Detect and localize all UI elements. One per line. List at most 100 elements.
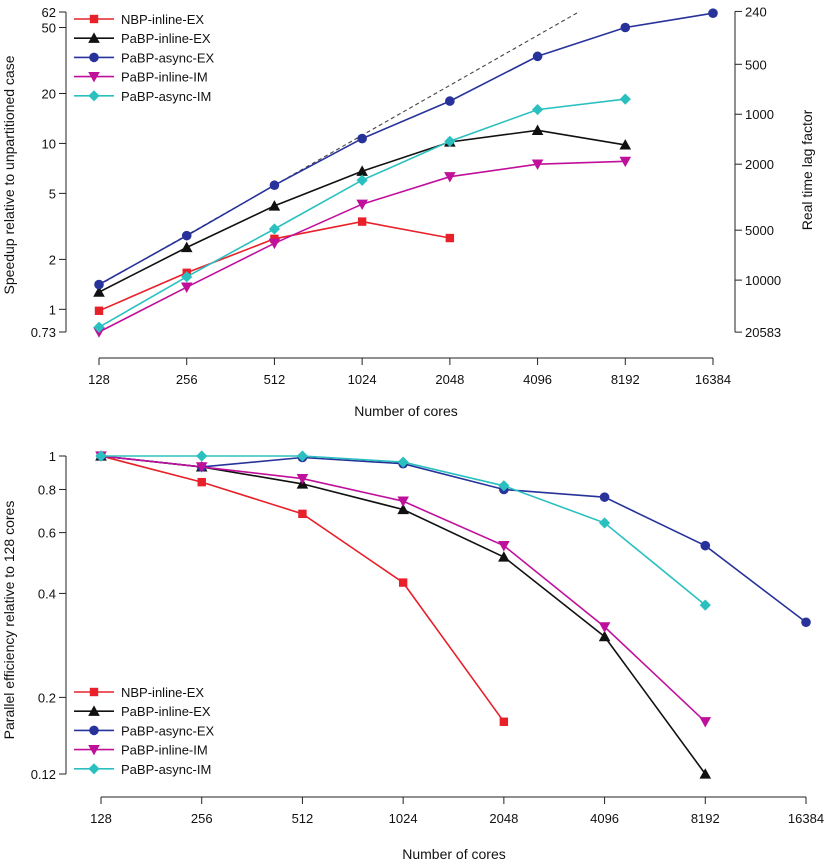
top-point-pabp-async-ex: [181, 230, 192, 241]
bottom-point-pabp-async-im: [296, 450, 309, 462]
bottom-y-tick-label: 0.12: [31, 767, 56, 782]
top-x-tick-label: 8192: [611, 372, 640, 387]
top-point-pabp-async-im: [268, 223, 281, 235]
top-y-tick-label: 0.73: [31, 325, 56, 340]
top-point-pabp-async-ex: [620, 22, 631, 33]
top-x-tick-label: 4096: [523, 372, 552, 387]
top-x-tick-label: 16384: [695, 372, 731, 387]
top-point-pabp-async-ex: [269, 180, 280, 191]
top-right-tick-label: 240: [745, 4, 767, 19]
bottom-point-pabp-inline-ex: [699, 768, 712, 779]
bottom-x-axis-title: Number of cores: [402, 846, 505, 862]
bottom-line-nbp-inline-ex: [100, 455, 505, 723]
bottom-series-pabp-async-ex: [96, 451, 811, 628]
top-legend-item-pabp-inline-ex: PaBP-inline-EX: [74, 31, 211, 46]
top-y-axis-title: Speedup relative to unpartitioned case: [1, 55, 17, 294]
top-y-tick-label: 2: [49, 252, 56, 267]
top-point-pabp-async-im: [619, 93, 631, 105]
top-legend-label: NBP-inline-EX: [121, 12, 204, 27]
top-point-pabp-inline-im: [268, 238, 281, 250]
top-legend-marker: [88, 90, 100, 102]
bottom-point-nbp-inline-ex: [398, 578, 408, 587]
bottom-legend-label: PaBP-async-EX: [121, 723, 215, 738]
top-point-pabp-async-ex: [532, 51, 543, 62]
top-right-axis-title: Real time lag factor: [799, 109, 815, 230]
top-line-pabp-inline-ex: [98, 129, 626, 293]
top-point-pabp-inline-ex: [531, 124, 544, 135]
bottom-x-tick-label: 8192: [691, 811, 720, 826]
bottom-point-pabp-async-ex: [599, 492, 610, 502]
top-legend-marker: [89, 14, 99, 24]
bottom-point-pabp-async-im: [699, 599, 711, 611]
top-legend-marker: [88, 32, 100, 43]
bottom-line-pabp-inline-im: [100, 455, 706, 723]
top-point-nbp-inline-ex: [445, 233, 455, 243]
speedup-axes: 128 256 512 1024 2048 4096 8192 16384 0.73 1 2 5 10 2…: [31, 4, 781, 387]
bottom-legend-item-nbp-inline-ex: NBP-inline-EX: [74, 685, 204, 700]
top-y-tick-label: 5: [49, 186, 56, 201]
top-right-tick-label: 5000: [745, 223, 774, 238]
bottom-point-pabp-inline-ex: [498, 551, 510, 562]
top-y-tick-label: 50: [42, 20, 56, 35]
bottom-point-pabp-async-im: [397, 456, 409, 468]
bottom-x-tick-label: 128: [90, 811, 112, 826]
top-line-pabp-async-im: [98, 98, 626, 328]
top-series-pabp-inline-im: [93, 156, 632, 338]
bottom-legend-item-pabp-async-im: PaBP-async-IM: [74, 762, 211, 777]
bottom-point-pabp-async-im: [598, 517, 611, 529]
top-point-pabp-inline-im: [619, 156, 632, 168]
top-point-nbp-inline-ex: [357, 217, 367, 226]
bottom-point-nbp-inline-ex: [298, 509, 307, 519]
top-line-pabp-inline-im: [98, 160, 626, 333]
top-legend-marker: [88, 71, 100, 83]
top-point-pabp-async-im: [93, 321, 105, 333]
bottom-y-tick-label: 0.6: [38, 526, 56, 541]
top-point-pabp-inline-ex: [356, 165, 368, 176]
top-right-tick-label: 20583: [745, 325, 781, 340]
top-point-pabp-inline-im: [531, 159, 544, 170]
top-y-tick-label: 62: [42, 5, 56, 20]
bottom-legend-item-pabp-async-ex: PaBP-async-EX: [74, 723, 215, 738]
efficiency-chart: 128 256 512 1024 2048 4096 8192 16384 0.12 0.2 0.4…: [1, 449, 824, 862]
bottom-legend-marker: [89, 687, 99, 697]
bottom-legend-marker: [89, 725, 99, 736]
top-point-pabp-async-im: [531, 103, 544, 116]
top-x-tick-label: 256: [176, 372, 198, 387]
bottom-point-pabp-inline-im: [598, 622, 611, 633]
bottom-series-pabp-async-im: [95, 450, 711, 611]
bottom-legend-marker: [88, 744, 100, 756]
top-right-tick-label: 10000: [745, 273, 781, 288]
top-x-tick-label: 2048: [435, 372, 464, 387]
bottom-legend-label: PaBP-inline-IM: [121, 743, 208, 758]
top-point-pabp-async-im: [356, 174, 368, 186]
bottom-series-pabp-inline-im: [95, 451, 712, 728]
bottom-x-tick-label: 512: [292, 811, 314, 826]
top-point-nbp-inline-ex: [94, 306, 104, 315]
efficiency-legend: NBP-inline-EX PaBP-inline-EX PaBP-async-EX…: [74, 685, 215, 777]
top-legend-label: PaBP-async-IM: [121, 89, 211, 104]
top-right-tick-label: 1000: [745, 107, 774, 122]
bottom-y-tick-label: 0.8: [38, 482, 56, 497]
bottom-point-pabp-async-im: [498, 480, 510, 492]
bottom-y-axis-title: Parallel efficiency relative to 128 core…: [1, 501, 17, 740]
top-point-pabp-async-ex: [708, 8, 718, 18]
speedup-series: [93, 8, 718, 338]
speedup-legend: NBP-inline-EX PaBP-inline-EX PaBP-async-EX…: [74, 12, 215, 104]
bottom-line-pabp-async-ex: [100, 455, 807, 623]
top-series-pabp-async-ex: [94, 8, 718, 290]
bottom-point-pabp-inline-im: [195, 462, 208, 473]
bottom-x-tick-label: 2048: [489, 811, 518, 826]
bottom-point-pabp-async-im: [95, 450, 107, 462]
efficiency-axes: 128 256 512 1024 2048 4096 8192 16384 0.12 0.2 0.4…: [31, 449, 824, 826]
top-point-pabp-inline-im: [356, 199, 368, 211]
top-point-pabp-inline-im: [180, 282, 193, 293]
bottom-point-nbp-inline-ex: [499, 717, 509, 726]
bottom-legend-label: NBP-inline-EX: [121, 685, 204, 700]
top-series-pabp-async-im: [93, 93, 631, 333]
top-legend-item-pabp-async-ex: PaBP-async-EX: [74, 50, 215, 65]
bottom-y-tick-label: 0.4: [38, 586, 56, 601]
top-point-pabp-async-ex: [94, 279, 104, 290]
bottom-x-tick-label: 256: [191, 811, 213, 826]
bottom-x-tick-label: 16384: [788, 811, 824, 826]
top-y-tick-label: 1: [49, 302, 56, 317]
